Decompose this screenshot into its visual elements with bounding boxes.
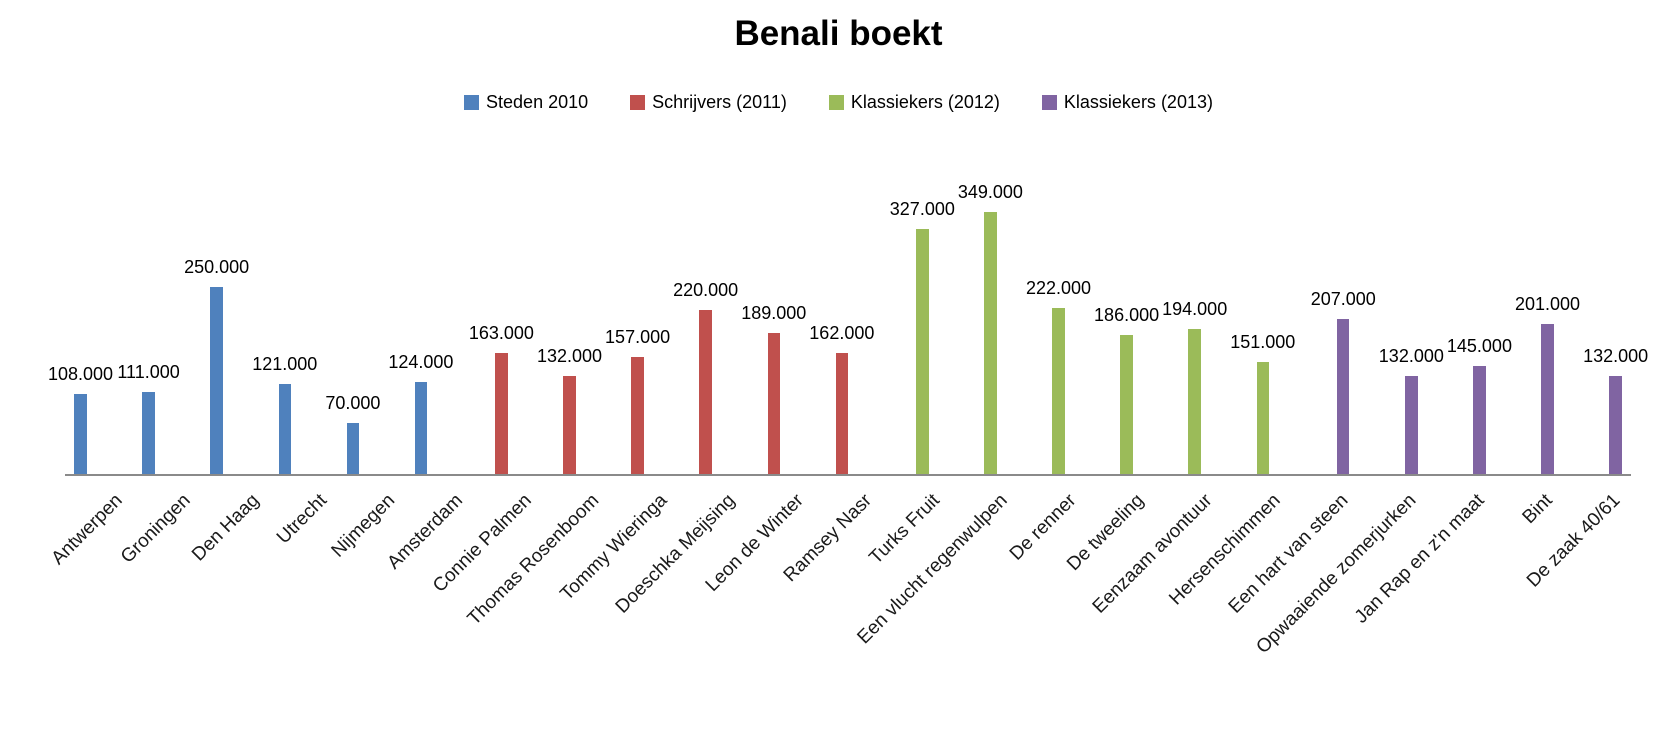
bar-value-label: 145.000: [1446, 336, 1512, 357]
bar: [835, 353, 849, 474]
bar-value-label: 349.000: [957, 182, 1023, 202]
bar: [1256, 361, 1269, 474]
bar-value-label: 186.000: [1094, 305, 1160, 326]
bar: [278, 384, 291, 474]
legend-label: Schrijvers (2011): [652, 92, 787, 112]
bar: [916, 228, 929, 474]
bar: [142, 392, 155, 474]
bar: [631, 357, 644, 474]
bar-value-label: 220.000: [673, 279, 739, 300]
legend-swatch-icon: [1041, 95, 1057, 110]
bar: [210, 286, 223, 474]
bar-value-label: 201.000: [1514, 293, 1581, 314]
bar: [414, 382, 428, 474]
category-axis-label: Eenzaam avontuur: [1088, 490, 1217, 618]
bar: [767, 333, 780, 474]
bar-value-label: 162.000: [809, 323, 875, 344]
bar-value-label: 194.000: [1162, 299, 1228, 320]
bar-value-label: 327.000: [889, 198, 955, 219]
category-axis-label: Den Haag: [187, 490, 264, 566]
bar: [74, 394, 87, 474]
legend-item-klassiekers-2013: Klassiekers (2013): [1041, 92, 1213, 113]
category-axis-label: Jan Rap en z'n maat: [1350, 490, 1489, 628]
category-axis-label: Antwerpen: [47, 490, 127, 570]
legend-swatch-icon: [828, 95, 844, 110]
x-axis-line: [65, 474, 1631, 476]
legend-swatch-icon: [630, 95, 646, 110]
bar-value-label: 207.000: [1310, 289, 1376, 310]
bar: [1052, 308, 1065, 474]
bar-value-label: 157.000: [605, 327, 671, 348]
bar: [563, 376, 576, 474]
bar: [1609, 376, 1622, 474]
bar: [1405, 376, 1418, 474]
legend-item-klassiekers-2012: Klassiekers (2012): [828, 92, 1000, 113]
category-axis-label: Thomas Rosenboom: [463, 490, 604, 630]
bar: [699, 309, 712, 474]
category-axis-label: Bint: [1518, 490, 1557, 529]
category-axis-label: Een hart van steen: [1224, 490, 1353, 618]
legend-label: Klassiekers (2012): [850, 92, 1000, 112]
legend-item-schrijvers-2011: Schrijvers (2011): [630, 92, 787, 113]
bar: [346, 423, 360, 474]
bar-value-label: 124.000: [388, 352, 454, 373]
bar-value-label: 121.000: [252, 354, 318, 375]
bar: [1188, 329, 1201, 474]
bar: [495, 352, 508, 474]
bar-value-label: 70.000: [325, 393, 381, 414]
legend-label: Klassiekers (2013): [1063, 92, 1213, 112]
bar-value-label: 163.000: [468, 322, 534, 343]
legend-label: Steden 2010: [486, 92, 589, 112]
bar-value-label: 111.000: [117, 362, 180, 383]
bar-value-label: 108.000: [47, 364, 114, 385]
legend-item-steden-2010: Steden 2010: [464, 92, 588, 113]
category-axis-label: Utrecht: [273, 490, 332, 549]
chart-title: Benali boekt: [734, 14, 943, 53]
bar-value-label: 132.000: [1378, 346, 1444, 367]
bar: [1473, 366, 1486, 474]
category-axis-label: Doeschka Meijsing: [612, 490, 740, 618]
bar: [984, 212, 997, 474]
bar-value-label: 132.000: [1583, 346, 1649, 367]
bar-value-label: 132.000: [536, 346, 603, 367]
bar-value-label: 151.000: [1230, 331, 1296, 352]
category-axis-label: Groningen: [117, 490, 195, 568]
bar-value-label: 222.000: [1025, 278, 1092, 299]
bar-value-label: 189.000: [741, 303, 807, 324]
legend-swatch-icon: [464, 95, 480, 110]
legend: Steden 2010 Schrijvers (2011) Klassieker…: [0, 92, 1677, 113]
bar: [1541, 323, 1554, 474]
bar-value-label: 250.000: [184, 256, 250, 277]
bar: [1120, 335, 1133, 474]
bar: [1337, 319, 1350, 474]
